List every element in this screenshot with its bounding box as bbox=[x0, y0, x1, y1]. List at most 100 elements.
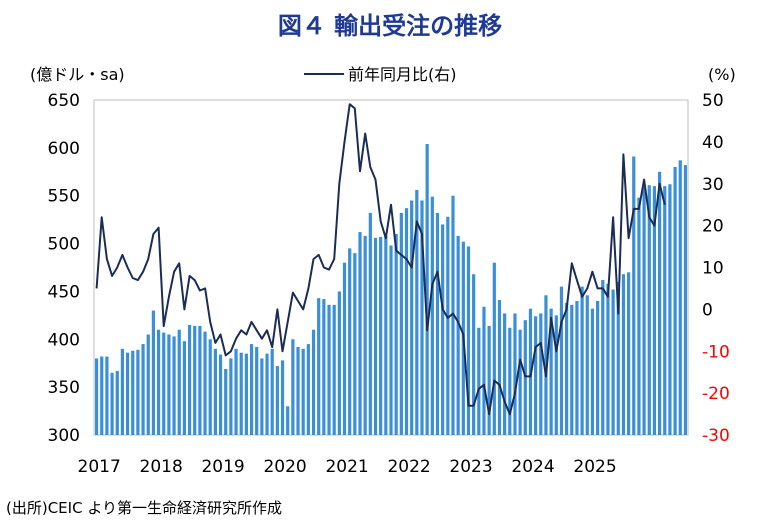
bar bbox=[647, 185, 651, 435]
bar bbox=[131, 350, 135, 435]
bar bbox=[446, 216, 450, 435]
bar bbox=[575, 301, 579, 435]
bar bbox=[430, 196, 434, 435]
bar bbox=[518, 329, 522, 435]
bar bbox=[198, 325, 202, 435]
bar bbox=[120, 348, 125, 435]
x-tick-label: 2021 bbox=[325, 457, 368, 477]
bar bbox=[384, 235, 388, 435]
bar bbox=[683, 165, 688, 436]
x-tick-label: 2020 bbox=[263, 457, 306, 477]
legend-label-yoy: 前年同月比(右) bbox=[348, 65, 457, 84]
bar bbox=[327, 304, 331, 435]
bar bbox=[141, 344, 145, 435]
bar bbox=[477, 327, 481, 435]
bar bbox=[218, 354, 223, 435]
bar bbox=[172, 336, 176, 435]
bar bbox=[265, 353, 269, 435]
bar bbox=[249, 344, 254, 435]
left-tick-label: 400 bbox=[48, 330, 80, 350]
bar bbox=[404, 208, 409, 435]
bar bbox=[125, 352, 130, 435]
bar bbox=[466, 246, 471, 435]
bar bbox=[296, 346, 300, 435]
bar bbox=[580, 286, 584, 435]
right-tick-label: -30 bbox=[702, 426, 730, 446]
bar bbox=[342, 262, 347, 435]
bar bbox=[358, 232, 362, 435]
right-tick-label: -10 bbox=[702, 342, 730, 362]
bar bbox=[353, 253, 357, 435]
bar bbox=[570, 304, 574, 435]
left-tick-label: 450 bbox=[48, 282, 80, 302]
bar bbox=[306, 344, 310, 435]
bar bbox=[585, 295, 589, 435]
bar bbox=[162, 332, 166, 435]
bar bbox=[193, 325, 197, 435]
bar bbox=[275, 366, 279, 435]
bar bbox=[611, 289, 615, 435]
bar bbox=[213, 348, 217, 435]
bar bbox=[270, 348, 274, 435]
bar bbox=[151, 310, 156, 435]
bar bbox=[260, 358, 264, 435]
bar bbox=[652, 186, 657, 435]
bar bbox=[94, 358, 99, 435]
left-axis-ticks: 300 350 400 450 500 550 600 650 bbox=[48, 91, 80, 446]
left-tick-label: 300 bbox=[48, 426, 80, 446]
bar bbox=[182, 341, 186, 435]
bar bbox=[492, 262, 496, 435]
bar bbox=[322, 299, 326, 435]
line-series bbox=[95, 103, 666, 416]
source-note: (出所)CEIC より第一生命経済研究所作成 bbox=[6, 499, 282, 517]
x-tick-label: 2017 bbox=[78, 457, 121, 477]
bar bbox=[410, 200, 414, 435]
right-tick-label: -20 bbox=[702, 384, 730, 404]
bar bbox=[441, 224, 445, 435]
bar bbox=[286, 406, 290, 435]
bar bbox=[472, 274, 476, 435]
bar bbox=[156, 329, 161, 435]
bar bbox=[373, 237, 378, 435]
bar bbox=[673, 167, 677, 435]
bar bbox=[497, 300, 502, 435]
left-tick-label: 350 bbox=[48, 378, 80, 398]
bar bbox=[379, 236, 383, 435]
bar bbox=[621, 274, 626, 435]
bar bbox=[606, 283, 610, 435]
bar bbox=[229, 358, 233, 435]
bar bbox=[203, 331, 207, 435]
bar bbox=[368, 212, 372, 435]
bar bbox=[146, 334, 150, 435]
bar bbox=[224, 368, 228, 435]
bar bbox=[317, 298, 321, 435]
bar bbox=[601, 279, 605, 435]
x-tick-label: 2024 bbox=[511, 457, 554, 477]
bar bbox=[554, 315, 558, 435]
bar bbox=[668, 184, 672, 435]
bar bbox=[255, 346, 259, 435]
right-axis-ticks: -30 -20 -10 0 10 20 30 40 50 bbox=[702, 91, 730, 446]
right-axis-label: (%) bbox=[708, 65, 736, 84]
bar bbox=[301, 348, 305, 435]
bar bbox=[523, 320, 527, 435]
x-tick-label: 2023 bbox=[449, 457, 492, 477]
bar bbox=[508, 327, 512, 435]
bar bbox=[678, 160, 682, 436]
legend: 前年同月比(右) bbox=[304, 65, 457, 84]
bar bbox=[596, 301, 600, 435]
bar bbox=[425, 144, 429, 435]
bar bbox=[280, 360, 285, 435]
bar bbox=[332, 304, 336, 435]
bar bbox=[616, 281, 620, 435]
bar bbox=[337, 291, 341, 435]
bar bbox=[244, 353, 248, 435]
x-tick-label: 2025 bbox=[573, 457, 616, 477]
bar bbox=[513, 313, 517, 435]
x-tick-label: 2018 bbox=[140, 457, 183, 477]
x-axis-ticks: 2017 2018 2019 2020 2021 2022 2023 2024 2025 bbox=[78, 457, 617, 477]
left-axis-label: (億ドル・sa) bbox=[30, 65, 125, 84]
bar bbox=[559, 286, 564, 435]
left-tick-label: 600 bbox=[48, 139, 80, 159]
